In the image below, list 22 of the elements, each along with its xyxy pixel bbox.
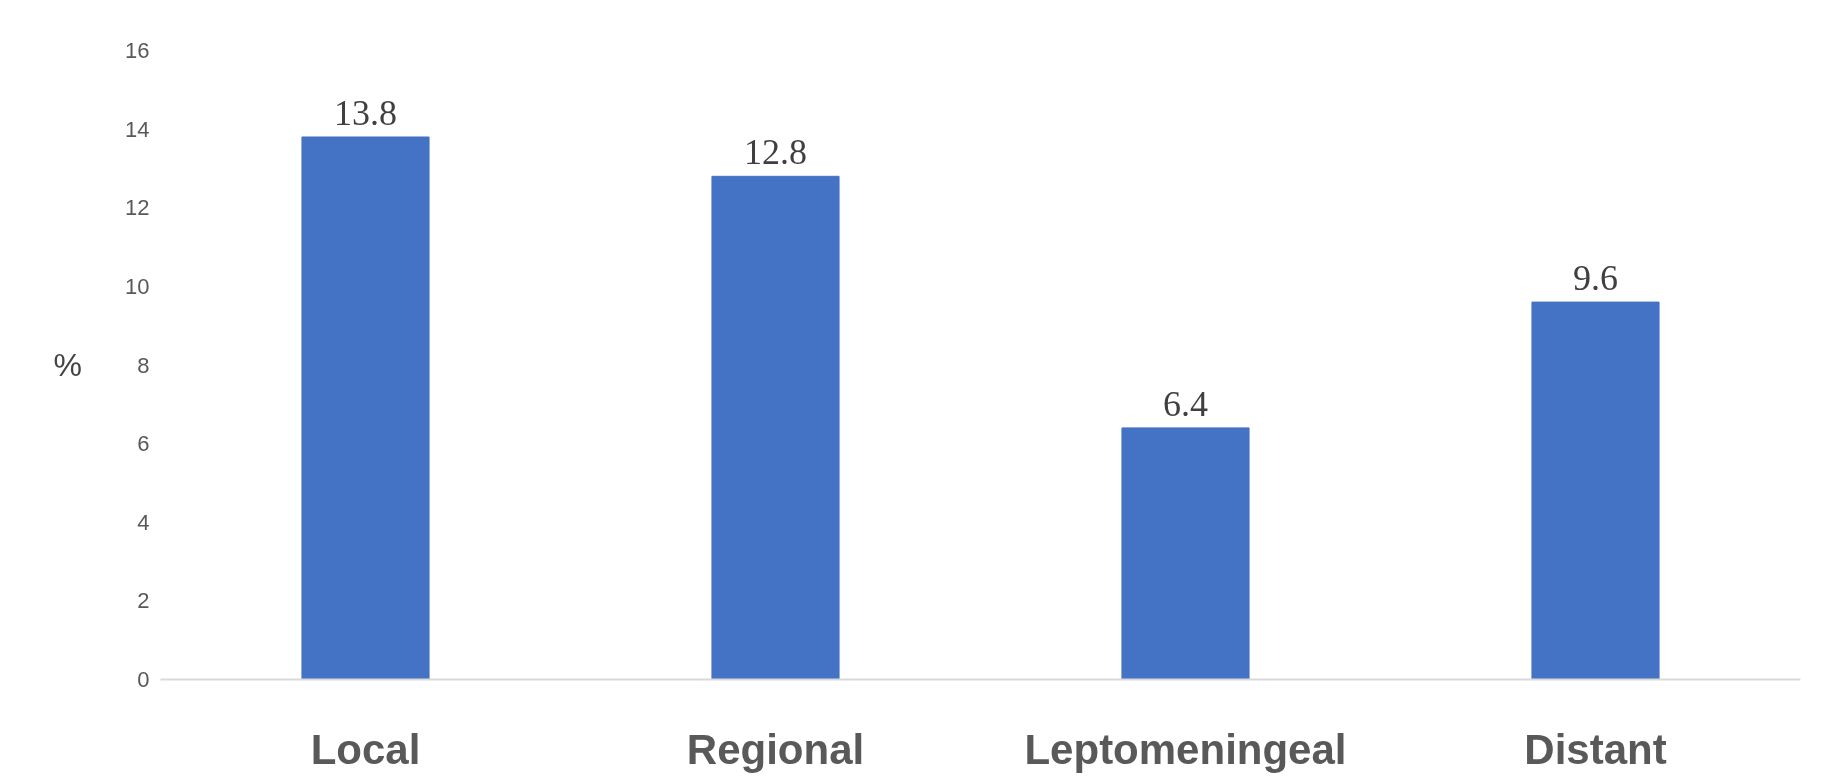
data-label: 9.6 (1573, 258, 1618, 299)
x-tick-label: Local (310, 725, 421, 773)
x-tick-label: Distant (1524, 725, 1667, 773)
y-tick-label: 4 (137, 509, 150, 535)
y-tick-label: 0 (137, 667, 150, 692)
bar (1531, 301, 1660, 680)
data-label: 13.8 (334, 92, 397, 133)
bar (1121, 427, 1250, 680)
bar (711, 175, 840, 680)
x-tick-label: Regional (686, 725, 865, 773)
y-tick-label: 16 (125, 38, 150, 63)
bar (301, 136, 430, 680)
y-tick-label: 12 (125, 195, 150, 221)
x-tick-label: Leptomeningeal (1024, 725, 1347, 773)
y-tick-label: 6 (137, 431, 150, 457)
y-tick-label: 8 (137, 352, 150, 378)
y-tick-label: 10 (125, 273, 150, 299)
data-label: 12.8 (744, 132, 807, 173)
data-label: 6.4 (1163, 383, 1208, 424)
y-tick-label: 2 (137, 588, 150, 614)
y-tick-label: 14 (125, 116, 150, 142)
y-axis-title: % (53, 347, 83, 383)
